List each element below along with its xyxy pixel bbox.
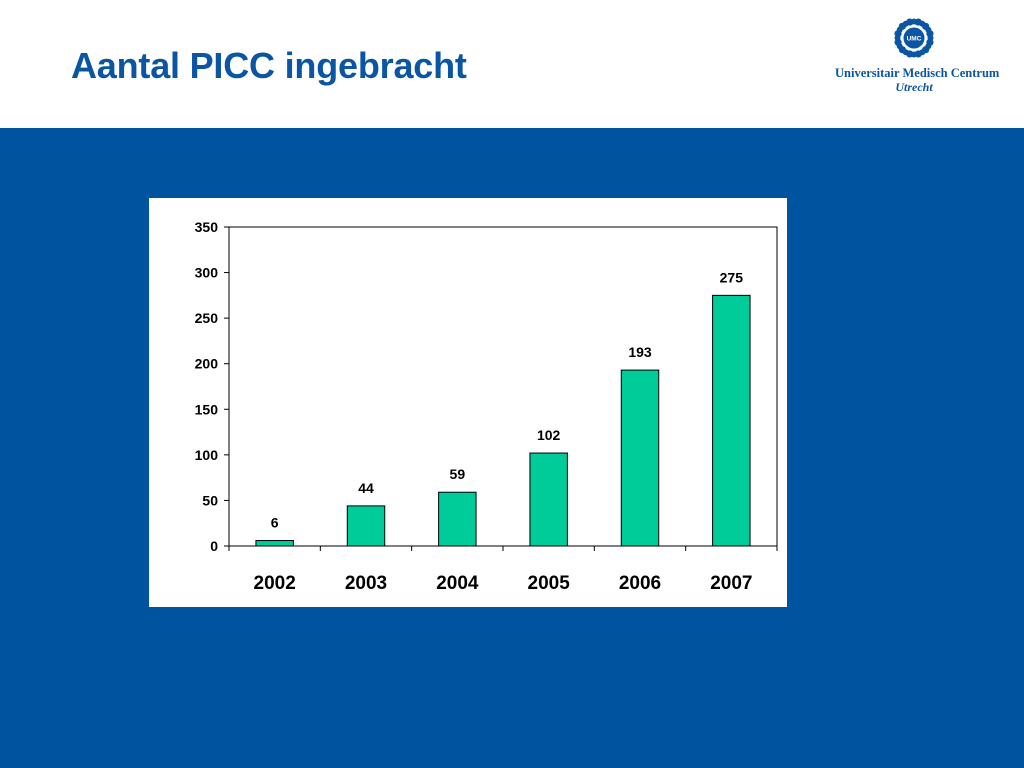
x-tick-label: 2002 <box>254 573 296 594</box>
bar-value-label: 6 <box>271 515 279 531</box>
data-labels: 6 44 59 102 193 275 <box>271 269 743 530</box>
logo-ray-mark <box>926 30 934 38</box>
bar <box>529 452 568 547</box>
bar <box>712 294 751 547</box>
logo-city: Utrecht <box>895 80 933 94</box>
bar-value-label: 44 <box>358 480 374 496</box>
x-tick-label: 2007 <box>710 573 752 594</box>
y-tick-label: 100 <box>195 447 219 463</box>
chart-panel: 0 50 100 150 200 250 300 350 6 44 59 102 193 275 200… <box>149 198 787 607</box>
x-tick-label: 2006 <box>619 573 661 594</box>
bar-chart: 0 50 100 150 200 250 300 350 6 44 59 102 193 275 200… <box>195 219 778 594</box>
bar <box>255 540 294 547</box>
x-tick-label: 2004 <box>436 573 479 594</box>
logo-emblem-text: UMC <box>907 36 922 43</box>
y-tick-label: 300 <box>195 265 219 281</box>
slide-header: Aantal PICC ingebracht UMC Universitair … <box>0 0 1024 128</box>
x-tick-label: 2003 <box>345 573 387 594</box>
x-tick-label: 2005 <box>528 573 571 594</box>
y-tick-label: 350 <box>195 219 219 235</box>
bar-value-label: 102 <box>537 427 561 443</box>
bar-value-label: 59 <box>450 466 466 482</box>
x-axis: 2002 2003 2004 2005 2006 2007 <box>228 546 778 594</box>
umc-utrecht-logo: UMC Universitair Medisch Centrum Utrecht <box>835 14 1000 94</box>
bar <box>620 369 660 547</box>
y-tick-label: 0 <box>210 538 218 554</box>
logo-organization-name: Universitair Medisch Centrum <box>835 66 1000 80</box>
plot-frame <box>228 226 778 547</box>
y-axis: 0 50 100 150 200 250 300 350 <box>195 219 778 554</box>
y-tick-label: 250 <box>195 310 219 326</box>
slide-title: Aantal PICC ingebracht <box>71 45 467 86</box>
y-tick-label: 200 <box>195 356 219 372</box>
bar <box>346 505 386 547</box>
bar-value-label: 275 <box>720 269 744 285</box>
y-tick-label: 50 <box>202 492 218 508</box>
bars <box>255 294 751 547</box>
bar-value-label: 193 <box>628 344 652 360</box>
umc-sun-emblem-icon: UMC <box>894 18 934 58</box>
bar <box>438 491 477 547</box>
y-tick-label: 150 <box>195 401 219 417</box>
